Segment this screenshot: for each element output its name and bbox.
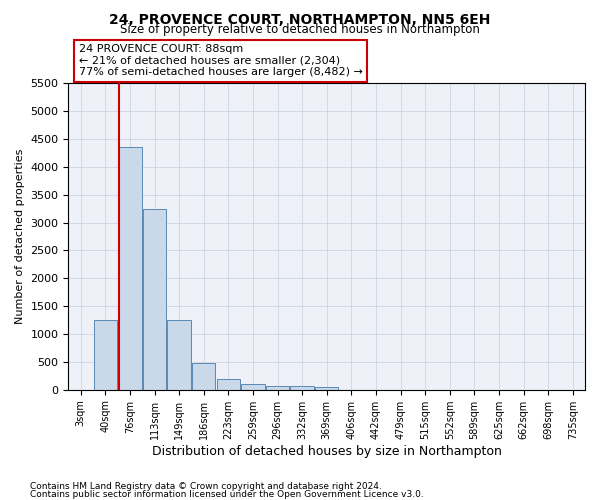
Y-axis label: Number of detached properties: Number of detached properties [15,149,25,324]
Bar [241,384,265,390]
Bar [192,364,215,390]
Text: Size of property relative to detached houses in Northampton: Size of property relative to detached ho… [120,22,480,36]
Bar [143,208,166,390]
X-axis label: Distribution of detached houses by size in Northampton: Distribution of detached houses by size … [152,444,502,458]
Bar [217,378,240,390]
Bar [290,386,314,390]
Text: Contains HM Land Registry data © Crown copyright and database right 2024.: Contains HM Land Registry data © Crown c… [30,482,382,491]
Bar [167,320,191,390]
Text: Contains public sector information licensed under the Open Government Licence v3: Contains public sector information licen… [30,490,424,499]
Bar [118,148,142,390]
Bar [315,387,338,390]
Bar [266,386,289,390]
Text: 24 PROVENCE COURT: 88sqm
← 21% of detached houses are smaller (2,304)
77% of sem: 24 PROVENCE COURT: 88sqm ← 21% of detach… [79,44,362,78]
Bar [94,320,117,390]
Text: 24, PROVENCE COURT, NORTHAMPTON, NN5 6EH: 24, PROVENCE COURT, NORTHAMPTON, NN5 6EH [109,12,491,26]
